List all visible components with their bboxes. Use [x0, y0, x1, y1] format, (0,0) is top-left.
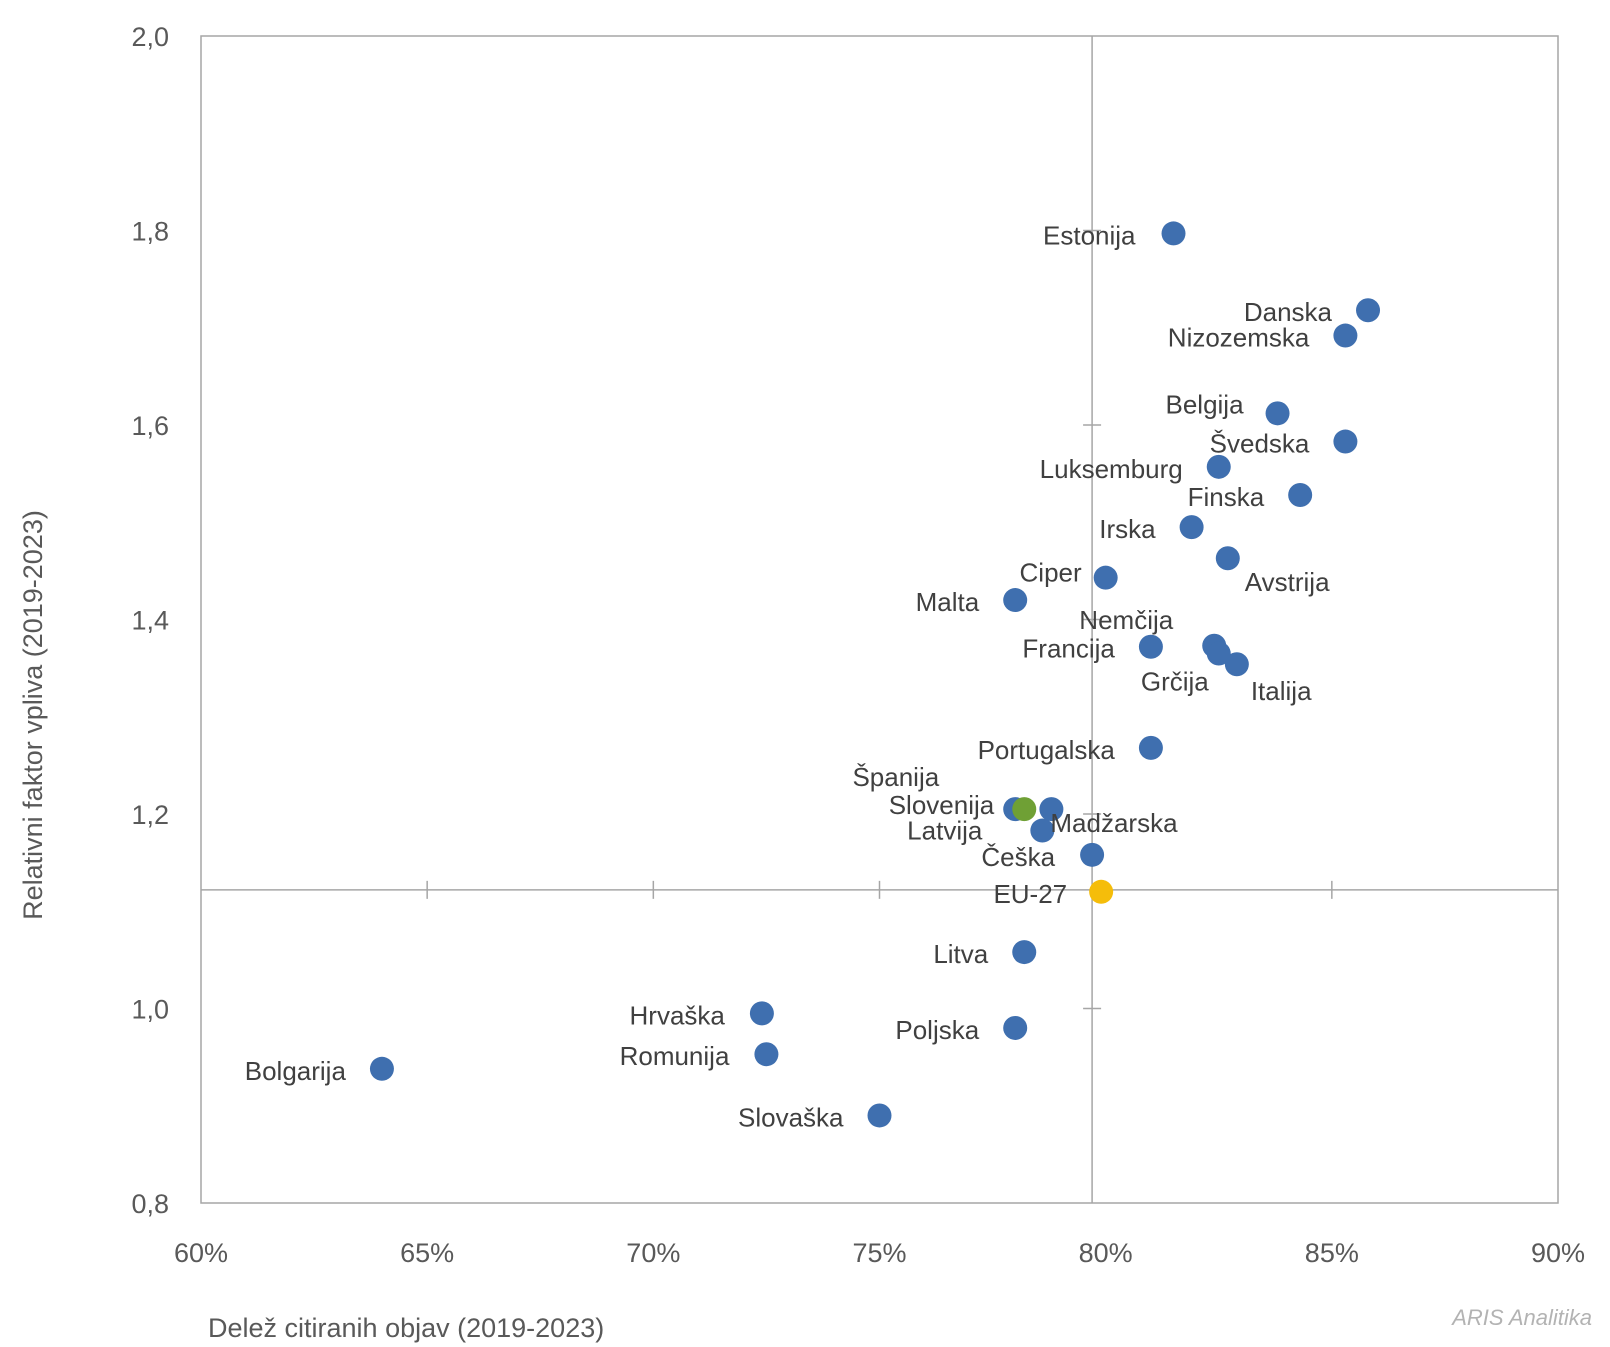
y-tick-label: 1,4	[131, 606, 169, 636]
point-avstrija	[1215, 546, 1240, 571]
point-bolgarija	[369, 1056, 394, 1081]
point-luksemburg	[1206, 454, 1231, 479]
label-latvija: Latvija	[907, 816, 983, 846]
point-irska	[1179, 515, 1204, 540]
label-litva: Litva	[933, 939, 988, 969]
label-luksemburg: Luksemburg	[1040, 454, 1183, 484]
y-tick-label: 1,8	[131, 217, 169, 247]
x-tick-label: 80%	[1079, 1238, 1133, 1268]
x-tick-label: 60%	[174, 1238, 228, 1268]
point-malta	[1003, 588, 1028, 613]
label-avstrija: Avstrija	[1245, 567, 1330, 597]
point-ciper	[1093, 565, 1118, 590]
label-ciper: Ciper	[1020, 558, 1082, 588]
label-danska: Danska	[1244, 297, 1333, 327]
point-estonija	[1161, 221, 1186, 246]
data-points	[369, 221, 1381, 1128]
point-finska	[1288, 483, 1313, 508]
point-italija	[1224, 652, 1249, 677]
label-belgija: Belgija	[1165, 389, 1244, 419]
y-axis-title: Relativni faktor vpliva (2019-2023)	[18, 510, 48, 920]
y-tick-label: 0,8	[131, 1189, 169, 1219]
y-tick-label: 1,0	[131, 995, 169, 1025]
credit-text: ARIS Analitika	[1450, 1305, 1592, 1330]
x-tick-label: 70%	[626, 1238, 680, 1268]
plot-area	[200, 35, 1559, 1204]
x-tick-label: 85%	[1305, 1238, 1359, 1268]
label-irska: Irska	[1099, 514, 1156, 544]
y-axis-ticks: 0,8 1,0 1,2 1,4 1,6 1,8 2,0	[131, 22, 1102, 1219]
point-danska	[1356, 298, 1381, 323]
y-tick-label: 2,0	[131, 22, 169, 52]
point-portugalska	[1138, 735, 1163, 760]
point-ceska	[1080, 842, 1105, 867]
x-axis-ticks: 60% 65% 70% 75% 80% 85% 90%	[174, 880, 1585, 1268]
x-axis-title: Delež citiranih objav (2019-2023)	[208, 1313, 604, 1343]
label-finska: Finska	[1188, 482, 1265, 512]
x-tick-label: 75%	[852, 1238, 906, 1268]
label-svedska: Švedska	[1210, 429, 1310, 459]
reference-lines	[201, 36, 1558, 1203]
point-hrvaska	[749, 1001, 774, 1026]
label-slovenija: Slovenija	[889, 790, 995, 820]
label-poljska: Poljska	[895, 1015, 979, 1045]
y-tick-label: 1,6	[131, 411, 169, 441]
y-tick-label: 1,2	[131, 800, 169, 830]
x-tick-label: 90%	[1531, 1238, 1585, 1268]
label-estonija: Estonija	[1043, 220, 1136, 250]
label-eu-27: EU-27	[993, 879, 1067, 909]
point-madzarska	[1039, 797, 1064, 822]
point-latvija	[1030, 818, 1055, 843]
label-grcija: Grčija	[1141, 667, 1209, 697]
label-hrvaska: Hrvaška	[630, 1000, 726, 1030]
label-francija: Francija	[1022, 634, 1115, 664]
label-bolgarija: Bolgarija	[245, 1056, 347, 1086]
point-eu-27	[1089, 879, 1114, 904]
point-nizozemska	[1333, 323, 1358, 348]
label-nizozemska: Nizozemska	[1168, 323, 1310, 353]
label-ceska: Češka	[981, 842, 1055, 872]
label-madzarska: Madžarska	[1050, 808, 1178, 838]
point-slovaska	[867, 1103, 892, 1128]
point-romunija	[754, 1042, 779, 1067]
label-italija: Italija	[1251, 676, 1312, 706]
label-spanija: Španija	[852, 762, 939, 792]
point-grcija	[1206, 641, 1231, 666]
point-slovenija	[1012, 797, 1037, 822]
point-poljska	[1003, 1015, 1028, 1040]
x-tick-label: 65%	[400, 1238, 454, 1268]
label-nemcija: Nemčija	[1079, 605, 1173, 635]
point-belgija	[1265, 401, 1290, 426]
point-svedska	[1333, 429, 1358, 454]
point-litva	[1012, 940, 1037, 965]
label-romunija: Romunija	[620, 1041, 730, 1071]
label-slovaska: Slovaška	[738, 1102, 844, 1132]
label-portugalska: Portugalska	[978, 735, 1116, 765]
label-malta: Malta	[916, 587, 980, 617]
point-francija	[1138, 634, 1163, 659]
